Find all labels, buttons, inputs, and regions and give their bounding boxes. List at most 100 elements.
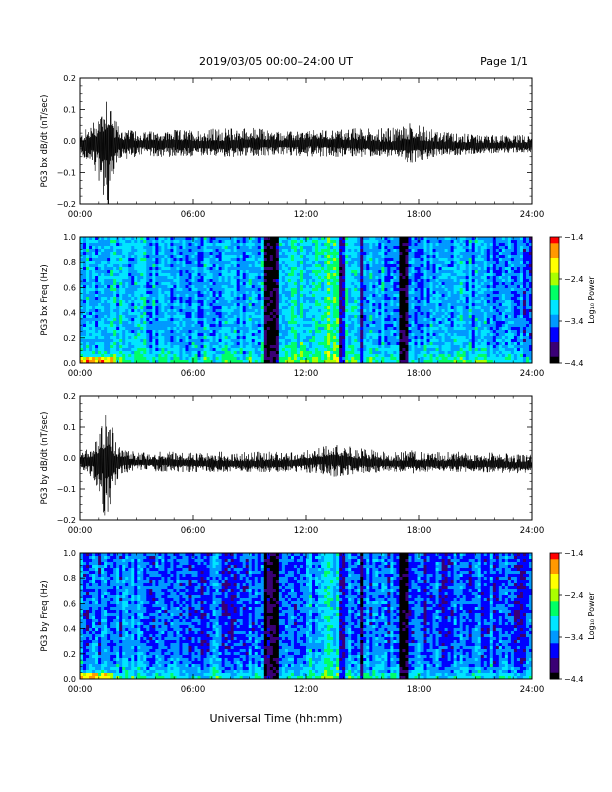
spectrogram-cell [251, 258, 256, 262]
spectrogram-cell [351, 300, 355, 304]
spectrogram-cell [101, 240, 105, 244]
spectrogram-cell [107, 336, 111, 340]
spectrogram-cell [369, 246, 373, 250]
spectrogram-cell [107, 339, 111, 343]
spectrogram-cell [372, 297, 376, 301]
spectrogram-cell [146, 243, 150, 247]
spectrogram-cell [224, 285, 228, 289]
spectrogram-cell [158, 357, 162, 361]
spectrogram-cell [80, 255, 84, 259]
spectrogram-cell [333, 354, 337, 358]
spectrogram-cell [384, 297, 388, 301]
spectrogram-cell [89, 243, 93, 247]
spectrogram-cell [272, 276, 277, 280]
spectrogram-cell [188, 312, 192, 316]
spectrogram-cell [293, 276, 298, 280]
spectrogram-cell [143, 348, 147, 352]
spectrogram-cell [134, 327, 138, 331]
spectrogram-cell [306, 360, 310, 364]
spectrogram-cell [107, 321, 111, 325]
spectrogram-cell [360, 288, 364, 292]
spectrogram-cell [110, 321, 114, 325]
spectrogram-cell [417, 261, 421, 265]
spectrogram-cell [176, 309, 180, 313]
spectrogram-cell [239, 285, 244, 289]
spectrogram-cell [239, 276, 244, 280]
spectrogram-cell [83, 267, 87, 271]
spectrogram-cell [131, 240, 135, 244]
spectrogram-cell [215, 309, 219, 313]
spectrogram-cell [122, 345, 126, 349]
spectrogram-cell [251, 285, 256, 289]
spectrogram-cell [293, 261, 298, 265]
spectrogram-cell [272, 306, 277, 310]
spectrogram-cell [125, 336, 129, 340]
spectrogram-cell [230, 324, 235, 328]
spectrogram-cell [89, 276, 93, 280]
spectrogram-cell [137, 327, 141, 331]
spectrogram-cell [293, 297, 298, 301]
spectrogram-cell [396, 261, 400, 265]
spectrogram-cell [366, 309, 370, 313]
spectrogram-cell [363, 333, 367, 337]
spectrogram-cell [296, 276, 301, 280]
spectrogram-cell [158, 312, 162, 316]
spectrogram-cell [384, 324, 388, 328]
spectrogram-cell [92, 276, 96, 280]
spectrogram-cell [423, 351, 427, 355]
spectrogram-cell [143, 258, 147, 262]
spectrogram-cell [378, 258, 382, 262]
spectrogram-cell [218, 288, 222, 292]
spectrogram-cell [336, 342, 340, 346]
spectrogram-cell [242, 276, 247, 280]
spectrogram-cell [182, 267, 186, 271]
spectrogram-cell [330, 339, 334, 343]
spectrogram-cell [357, 258, 361, 262]
spectrogram-cell [275, 273, 280, 277]
spectrogram-cell [318, 264, 322, 268]
spectrogram-cell [221, 264, 225, 268]
spectrogram-cell [176, 285, 180, 289]
spectrogram-cell [290, 333, 295, 337]
spectrogram-cell [149, 348, 153, 352]
spectrogram-cell [257, 315, 262, 319]
spectrogram-cell [134, 351, 138, 355]
spectrogram-cell [158, 300, 162, 304]
spectrogram-cell [161, 312, 165, 316]
spectrogram-cell [387, 360, 391, 364]
spectrogram-cell [299, 288, 304, 292]
spectrogram-cell [98, 330, 102, 334]
spectrogram-cell [221, 261, 225, 265]
spectrogram-cell [357, 297, 361, 301]
spectrogram-cell [396, 354, 400, 358]
spectrogram-cell [299, 306, 304, 310]
spectrogram-cell [164, 276, 168, 280]
spectrogram-cell [378, 273, 382, 277]
spectrogram-cell [116, 270, 120, 274]
spectrogram-cell [122, 249, 126, 253]
spectrogram-cell [321, 279, 325, 283]
spectrogram-cell [381, 330, 385, 334]
spectrogram-cell [203, 258, 207, 262]
spectrogram-cell [134, 237, 138, 241]
spectrogram-cell [393, 294, 397, 298]
spectrogram-cell [101, 255, 105, 259]
spectrogram-cell [387, 339, 391, 343]
spectrogram-cell [98, 309, 102, 313]
spectrogram-cell [104, 291, 108, 295]
spectrogram-cell [179, 330, 183, 334]
spectrogram-cell [161, 243, 165, 247]
spectrogram-cell [134, 348, 138, 352]
spectrogram-cell [302, 339, 307, 343]
spectrogram-cell [293, 303, 298, 307]
spectrogram-cell [357, 255, 361, 259]
spectrogram-cell [80, 243, 84, 247]
spectrogram-cell [155, 354, 159, 358]
spectrogram-cell [354, 312, 358, 316]
spectrogram-cell [149, 291, 153, 295]
spectrogram-cell [197, 309, 201, 313]
x-tick-label: 12:00 [294, 210, 319, 220]
spectrogram-cell [354, 348, 358, 352]
spectrogram-cell [378, 267, 382, 271]
spectrogram-cell [324, 309, 328, 313]
